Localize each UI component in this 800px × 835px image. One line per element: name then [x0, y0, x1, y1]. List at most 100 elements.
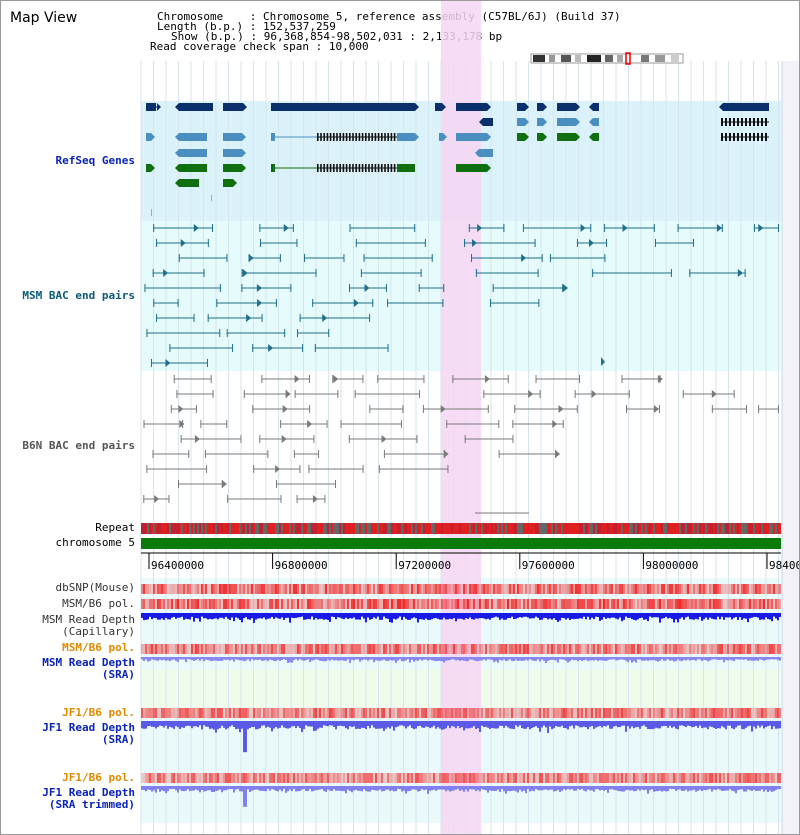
msm-depth-sra-bar	[457, 657, 459, 660]
jf1-pol2-cell	[317, 773, 319, 783]
msm-depth-sra-bar	[389, 657, 391, 661]
dbsnp-cell	[563, 584, 565, 594]
msm-depth-sra-bar	[497, 657, 499, 663]
jf1-depth-sra-bar	[677, 721, 679, 730]
msm-bac-end	[753, 224, 755, 232]
dbsnp-cell	[193, 584, 195, 594]
msm-depth-cap-bar	[547, 613, 549, 620]
jf1-pol-cell	[657, 708, 659, 718]
ideogram-band	[587, 55, 601, 62]
msm-bac-arrow	[246, 314, 252, 322]
jf1-depth-sra-bar	[249, 721, 251, 729]
jf1-depth-sra-bar	[307, 721, 309, 727]
jf1-pol2-cell	[709, 773, 711, 783]
jf1-pol2-cell	[613, 773, 615, 783]
msm-pol-cell	[197, 599, 199, 609]
b6n-bac-end	[507, 375, 509, 383]
msm-depth-sra-bar	[331, 657, 333, 660]
gene-exon	[741, 118, 743, 126]
jf1-pol-cell	[647, 708, 649, 718]
msm-depth-sra-bar	[341, 657, 343, 661]
gene-arrow	[719, 103, 723, 111]
repeat-tick	[659, 523, 661, 534]
jf1-depth-trim-bar	[689, 786, 691, 791]
jf1-pol2-cell	[175, 773, 177, 783]
msm-pol2-cell	[649, 644, 651, 654]
msm-depth-cap-bar	[149, 613, 151, 617]
jf1-depth-trim-bar	[579, 786, 581, 790]
dbsnp-cell	[707, 584, 709, 594]
msm-depth-cap-bar	[771, 613, 773, 622]
jf1-depth-sra-bar	[685, 721, 687, 728]
jf1-pol2-cell	[633, 773, 635, 783]
jf1-depth-trim-bar	[463, 786, 465, 792]
repeat-tick	[675, 523, 677, 534]
msm-depth-cap-bar	[397, 613, 399, 619]
msm-depth-cap-bar	[451, 613, 453, 620]
jf1-depth-sra-bar	[451, 721, 453, 727]
b6n-bac-end	[177, 480, 179, 488]
b6n-bac-end	[299, 465, 301, 473]
jf1-pol2-cell	[473, 773, 475, 783]
msm-pol2-cell	[333, 644, 335, 654]
jf1-pol2-cell	[487, 773, 489, 783]
msm-depth-cap-bar	[617, 613, 619, 620]
msm-pol-cell	[713, 599, 715, 609]
msm-pol2-cell	[363, 644, 365, 654]
jf1-depth-sra-bar	[423, 721, 425, 728]
jf1-depth-sra-bar	[649, 721, 651, 730]
msm-pol-cell	[221, 599, 223, 609]
msm-pol-cell	[219, 599, 221, 609]
msm-pol2-cell	[591, 644, 593, 654]
msm-depth-sra-bar	[157, 657, 159, 661]
gene-exon	[387, 164, 389, 172]
jf1-pol-cell	[581, 708, 583, 718]
dbsnp-cell	[613, 584, 615, 594]
jf1-pol2-cell	[151, 773, 153, 783]
repeat-tick	[649, 523, 651, 534]
ideogram-band	[561, 55, 571, 62]
msm-pol2-cell	[331, 644, 333, 654]
jf1-depth-trim-bar	[585, 786, 587, 792]
msm-pol-cell	[655, 599, 657, 609]
gene-exon	[358, 133, 361, 141]
jf1-depth-trim-bar	[337, 786, 339, 791]
msm-pol2-cell	[681, 644, 683, 654]
dbsnp-cell	[311, 584, 313, 594]
msm-pol2-cell	[217, 644, 219, 654]
msm-depth-cap-bar	[705, 613, 707, 618]
msm-bac-arrow	[268, 344, 274, 352]
msm-pol-cell	[731, 599, 733, 609]
msm-pol-cell	[241, 599, 243, 609]
jf1-depth-trim-bar	[407, 786, 409, 792]
dbsnp-cell	[321, 584, 323, 594]
jf1-pol-cell	[377, 708, 379, 718]
jf1-pol-cell	[485, 708, 487, 718]
msm-depth-cap-bar	[605, 613, 607, 619]
msm-bac-arrow	[193, 224, 199, 232]
msm-pol-cell	[501, 599, 503, 609]
jf1-depth-trim-bar	[665, 786, 667, 792]
jf1-pol2-cell	[771, 773, 773, 783]
jf1-pol2-cell	[283, 773, 285, 783]
msm-depth-cap-bar	[193, 613, 195, 622]
repeat-tick	[499, 523, 501, 534]
jf1-pol-cell	[459, 708, 461, 718]
jf1-pol-cell	[473, 708, 475, 718]
jf1-pol2-cell	[643, 773, 645, 783]
dbsnp-cell	[575, 584, 577, 594]
jf1-depth-trim-bar	[735, 786, 737, 794]
dbsnp-cell	[181, 584, 183, 594]
repeat-tick	[615, 523, 617, 534]
jf1-depth-trim-bar	[751, 786, 753, 791]
repeat-tick	[543, 523, 545, 534]
msm-depth-sra-bar	[769, 657, 771, 660]
jf1-depth-trim-bar	[295, 786, 297, 792]
msm-depth-cap-bar	[181, 613, 183, 617]
dbsnp-cell	[253, 584, 255, 594]
msm-depth-cap-bar	[645, 613, 647, 620]
msm-depth-cap-bar	[565, 613, 567, 620]
dbsnp-cell	[369, 584, 371, 594]
msm-pol-cell	[541, 599, 543, 609]
